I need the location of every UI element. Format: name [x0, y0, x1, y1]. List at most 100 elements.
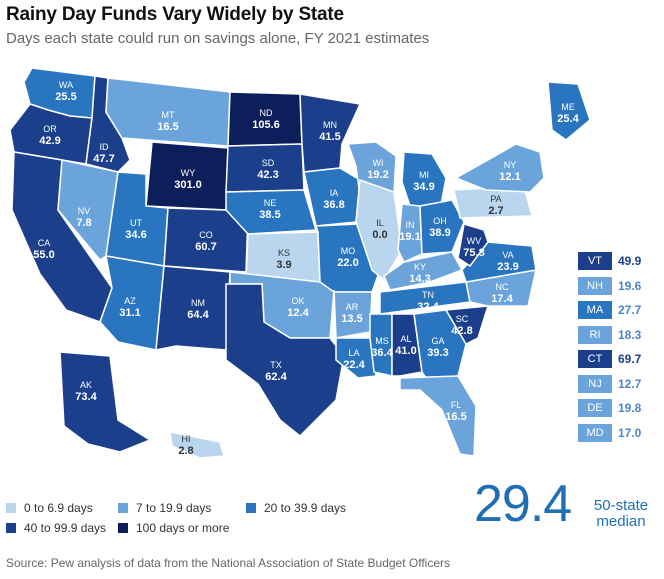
state-value-nv: 7.8	[76, 217, 91, 229]
median-label-line1: 50-state	[593, 497, 649, 514]
state-abbr-wv: WV	[467, 236, 482, 246]
chart-subtitle: Days each state could run on savings alo…	[6, 30, 430, 47]
small-state-value: 69.7	[618, 352, 642, 366]
state-abbr-nv: NV	[78, 206, 91, 216]
state-abbr-nm: NM	[191, 298, 205, 308]
state-value-in: 19.1	[399, 231, 420, 243]
state-value-ny: 12.1	[499, 171, 520, 183]
state-value-va: 23.9	[497, 261, 518, 273]
state-value-ca: 55.0	[33, 249, 54, 261]
state-value-ok: 12.4	[287, 307, 309, 319]
state-value-hi: 2.8	[178, 445, 193, 457]
state-value-sc: 42.8	[451, 325, 472, 337]
state-abbr-nd: ND	[260, 108, 273, 118]
state-value-il: 0.0	[372, 229, 387, 241]
state-value-tn: 32.4	[417, 301, 439, 313]
state-shape-nv	[57, 159, 119, 261]
state-shape-sc	[444, 305, 490, 345]
small-state-value: 18.3	[618, 327, 642, 342]
small-state-abbr: CT	[578, 350, 612, 368]
small-state-row-ct: CT 69.7	[578, 350, 664, 370]
state-abbr-fl: FL	[451, 400, 462, 410]
state-value-ky: 14.3	[409, 273, 430, 285]
small-state-value: 19.6	[618, 278, 642, 293]
small-state-row-vt: VT 49.9	[578, 252, 664, 272]
small-state-abbr: DE	[578, 399, 612, 417]
state-abbr-id: ID	[100, 142, 110, 152]
state-value-mo: 22.0	[337, 257, 358, 269]
state-value-ne: 38.5	[259, 209, 280, 221]
small-state-abbr: NH	[578, 276, 612, 295]
state-abbr-ga: GA	[431, 336, 444, 346]
state-abbr-ky: KY	[414, 262, 426, 272]
state-abbr-il: IL	[376, 218, 384, 228]
state-abbr-va: VA	[502, 250, 513, 260]
state-abbr-mt: MT	[162, 110, 175, 120]
small-state-abbr: VT	[578, 252, 612, 270]
small-state-abbr: MA	[578, 301, 612, 319]
state-value-ak: 73.4	[75, 391, 97, 403]
state-abbr-ut: UT	[130, 218, 142, 228]
median-label-line2: median	[596, 513, 646, 530]
state-abbr-wa: WA	[59, 80, 73, 90]
state-abbr-la: LA	[348, 348, 359, 358]
state-shape-ak	[59, 351, 152, 453]
state-value-wi: 19.2	[367, 169, 388, 181]
state-abbr-sd: SD	[262, 158, 275, 168]
state-value-mi: 34.9	[413, 181, 434, 193]
state-shape-sd	[225, 143, 305, 193]
state-abbr-mi: MI	[419, 170, 429, 180]
state-value-al: 41.0	[395, 345, 416, 357]
state-shape-ms	[369, 313, 393, 377]
legend-label: 100 days or more	[136, 521, 230, 535]
state-abbr-ar: AR	[346, 302, 359, 312]
state-abbr-pa: PA	[490, 194, 501, 204]
state-shape-oh	[419, 199, 465, 255]
state-shape-me	[547, 81, 591, 141]
state-abbr-me: ME	[561, 102, 575, 112]
state-value-ut: 34.6	[125, 229, 146, 241]
legend-swatch	[118, 523, 128, 533]
small-state-row-nj: NJ 12.7	[578, 374, 664, 395]
state-abbr-ca: CA	[38, 238, 51, 248]
legend-swatch	[118, 503, 128, 513]
state-value-ms: 36.4	[371, 347, 393, 359]
state-value-mn: 41.5	[319, 131, 340, 143]
state-value-tx: 62.4	[265, 371, 287, 383]
state-abbr-mn: MN	[323, 120, 337, 130]
median-label: 50-state median	[588, 498, 654, 530]
legend-label: 7 to 19.9 days	[136, 501, 212, 515]
state-abbr-ne: NE	[264, 198, 277, 208]
median-value: 29.4	[474, 475, 572, 533]
small-state-value: 17.0	[618, 425, 642, 440]
state-shape-ny	[454, 143, 545, 193]
legend-swatch	[246, 503, 256, 513]
state-value-wy: 301.0	[174, 179, 202, 191]
state-value-nm: 64.4	[187, 309, 209, 321]
small-state-value: 19.8	[618, 401, 642, 415]
state-shape-il	[355, 178, 403, 282]
small-state-value: 49.9	[618, 254, 642, 268]
state-abbr-mo: MO	[341, 246, 356, 256]
source-note: Source: Pew analysis of data from the Na…	[6, 556, 451, 570]
state-abbr-ia: IA	[330, 188, 339, 198]
state-abbr-hi: HI	[182, 434, 191, 444]
state-value-az: 31.1	[119, 307, 140, 319]
state-value-fl: 16.5	[445, 411, 466, 423]
legend-label: 0 to 6.9 days	[24, 501, 93, 515]
state-abbr-ny: NY	[504, 160, 517, 170]
state-value-sd: 42.3	[257, 169, 278, 181]
state-value-wa: 25.5	[55, 91, 76, 103]
state-shape-al	[391, 313, 423, 377]
state-abbr-co: CO	[199, 230, 213, 240]
state-shape-wv	[457, 223, 489, 268]
small-state-value: 12.7	[618, 376, 642, 391]
state-abbr-sc: SC	[456, 314, 469, 324]
state-shape-nm	[155, 265, 231, 351]
state-value-or: 42.9	[39, 135, 60, 147]
small-state-abbr: NJ	[578, 374, 612, 393]
legend-swatch	[6, 503, 16, 513]
state-abbr-ms: MS	[375, 336, 389, 346]
state-value-pa: 2.7	[488, 205, 503, 217]
state-shape-hi	[169, 431, 225, 459]
